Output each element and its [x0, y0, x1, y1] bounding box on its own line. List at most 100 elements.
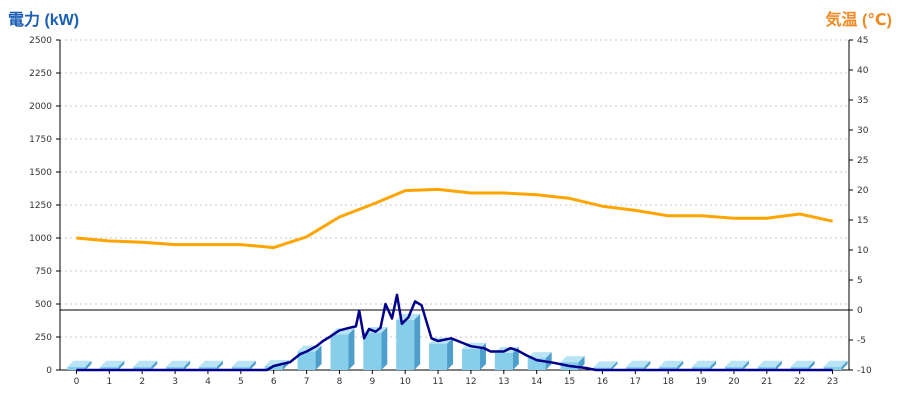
- left-tick-label: 2000: [29, 102, 52, 112]
- x-tick-label: 5: [238, 377, 244, 387]
- power-bar-top: [67, 360, 92, 367]
- x-tick-label: 23: [827, 377, 838, 387]
- power-bar-top: [724, 360, 749, 367]
- power-bar-side: [348, 328, 355, 370]
- power-bar-side: [118, 360, 125, 370]
- x-tick-label: 1: [106, 377, 112, 387]
- power-bar-top: [659, 360, 684, 367]
- left-axis-title: 電力 (kW): [8, 12, 80, 29]
- left-tick-label: 2500: [29, 36, 52, 46]
- power-bar: [692, 366, 711, 370]
- x-tick-label: 9: [369, 377, 375, 387]
- x-tick-label: 19: [695, 377, 707, 387]
- power-bar-side: [512, 346, 519, 370]
- power-bar-side: [775, 360, 782, 370]
- right-tick-label: 35: [857, 96, 868, 106]
- power-bar-side: [677, 360, 684, 370]
- power-bar: [461, 348, 480, 370]
- power-bar-side: [841, 360, 848, 370]
- power-bar-top: [198, 360, 223, 367]
- left-tick-label: 1500: [29, 168, 52, 178]
- power-bar: [264, 366, 283, 370]
- power-bar-side: [381, 327, 388, 370]
- left-tick-label: 750: [35, 267, 52, 277]
- power-bar: [133, 366, 152, 370]
- right-tick-label: -10: [857, 366, 872, 376]
- power-bar: [659, 366, 678, 370]
- x-tick-label: 14: [531, 377, 543, 387]
- x-tick-label: 21: [761, 377, 772, 387]
- power-bar: [757, 366, 776, 370]
- right-tick-label: 0: [857, 306, 863, 316]
- power-bar: [396, 319, 415, 370]
- power-bar-side: [611, 361, 618, 370]
- power-bar: [330, 334, 349, 370]
- x-tick-label: 10: [399, 377, 411, 387]
- right-axis-title: 気温 (℃): [825, 12, 892, 29]
- power-bar: [724, 366, 743, 370]
- power-bar: [494, 352, 513, 370]
- x-tick-label: 8: [337, 377, 343, 387]
- power-bar: [231, 366, 250, 370]
- x-tick-label: 6: [271, 377, 277, 387]
- x-tick-label: 16: [597, 377, 609, 387]
- power-bar-top: [231, 360, 256, 367]
- power-bar-side: [249, 360, 256, 370]
- right-tick-label: 5: [857, 276, 863, 286]
- power-bar: [790, 366, 809, 370]
- power-bar: [626, 366, 645, 370]
- power-bar-top: [100, 360, 125, 367]
- x-tick-label: 3: [172, 377, 178, 387]
- power-bar-side: [742, 360, 749, 370]
- x-tick-label: 0: [74, 377, 80, 387]
- right-tick-label: 20: [857, 186, 869, 196]
- power-bar: [166, 366, 185, 370]
- x-tick-label: 12: [465, 377, 476, 387]
- power-bar: [527, 358, 546, 370]
- power-bar-side: [644, 360, 651, 370]
- power-bar-side: [184, 360, 191, 370]
- power-bar-side: [151, 360, 158, 370]
- power-bar-top: [757, 360, 782, 367]
- left-tick-label: 2250: [29, 69, 52, 79]
- x-tick-label: 20: [728, 377, 740, 387]
- power-bar-side: [315, 345, 322, 370]
- power-bar: [363, 333, 382, 370]
- power-bar: [823, 366, 842, 370]
- power-bar-top: [133, 360, 158, 367]
- x-tick-label: 22: [794, 377, 805, 387]
- right-tick-label: 30: [857, 126, 869, 136]
- right-tick-label: 15: [857, 216, 868, 226]
- power-bar-top: [626, 360, 651, 367]
- right-tick-label: 45: [857, 36, 868, 46]
- power-bar-side: [414, 313, 421, 370]
- power-bar-side: [710, 360, 717, 370]
- x-tick-label: 4: [205, 377, 211, 387]
- power-bar: [593, 367, 612, 370]
- x-tick-label: 2: [139, 377, 145, 387]
- x-tick-label: 11: [432, 377, 443, 387]
- x-tick-label: 15: [564, 377, 575, 387]
- right-tick-label: 40: [857, 66, 869, 76]
- power-bar-side: [808, 360, 815, 370]
- power-bar: [198, 366, 217, 370]
- left-tick-label: 1750: [29, 135, 52, 145]
- left-tick-label: 500: [35, 300, 52, 310]
- power-bar-top: [593, 361, 618, 368]
- power-line: [76, 293, 833, 372]
- power-bar-top: [823, 360, 848, 367]
- temperature-line: [76, 187, 833, 250]
- x-tick-label: 7: [304, 377, 310, 387]
- left-tick-label: 0: [46, 366, 52, 376]
- power-bar-top: [166, 360, 191, 367]
- left-tick-label: 1250: [29, 201, 52, 211]
- power-bar-top: [790, 360, 815, 367]
- x-tick-label: 13: [498, 377, 509, 387]
- power-bar: [67, 366, 86, 370]
- power-bar-side: [447, 337, 454, 370]
- left-tick-label: 250: [35, 333, 52, 343]
- power-bar-top: [527, 352, 552, 359]
- right-tick-label: 25: [857, 156, 868, 166]
- power-bar-side: [85, 360, 92, 370]
